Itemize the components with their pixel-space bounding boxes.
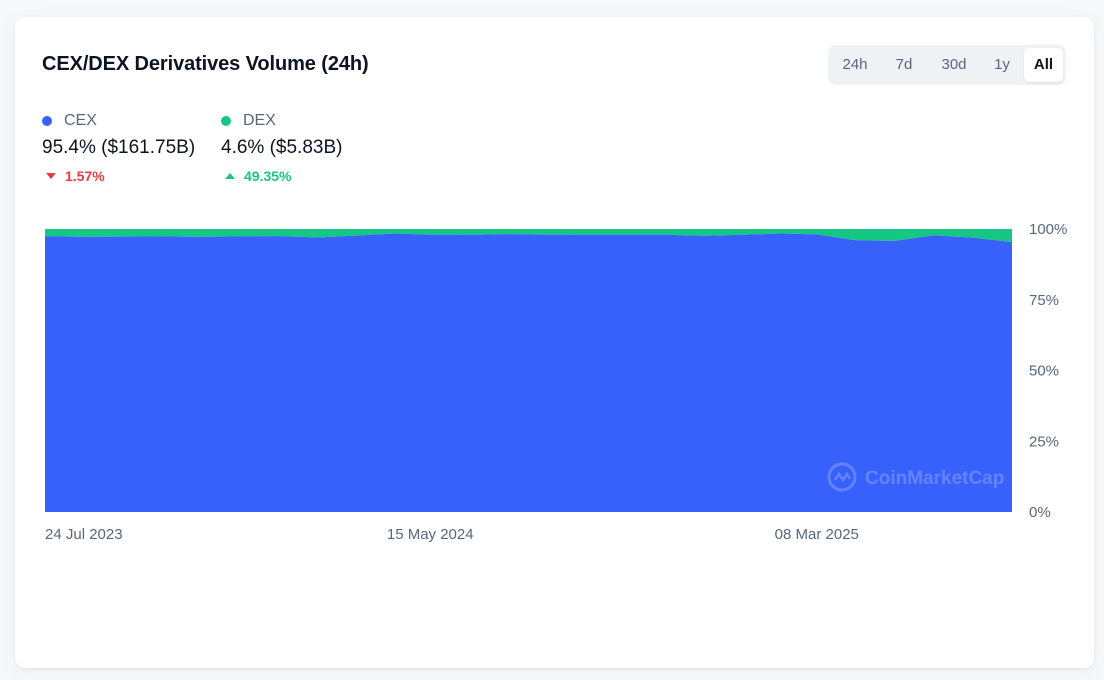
tab-24h[interactable]: 24h <box>842 56 868 73</box>
legend-cex[interactable]: CEX 95.4% ($161.75B) 1.57% <box>42 111 195 184</box>
watermark: CoinMarketCap <box>827 462 1004 492</box>
y-tick-label: 75% <box>1029 292 1059 309</box>
legend-dex-change-value: 49.35% <box>244 168 292 184</box>
watermark-text: CoinMarketCap <box>865 468 1004 489</box>
tab-7d[interactable]: 7d <box>895 56 913 73</box>
x-tick-label: 15 May 2024 <box>387 526 474 543</box>
caret-up-icon <box>225 173 235 179</box>
y-tick-label: 100% <box>1029 221 1067 238</box>
y-tick-label: 0% <box>1029 504 1051 521</box>
legend-cex-value: 95.4% ($161.75B) <box>42 137 196 158</box>
legend-cex-change: 1.57% <box>42 168 195 184</box>
legend-dex-name: DEX <box>243 112 276 129</box>
y-tick-label: 50% <box>1029 363 1059 380</box>
cex-dot-icon <box>42 116 52 126</box>
legend-dex[interactable]: DEX 4.6% ($5.83B) 49.35% <box>221 111 342 184</box>
x-tick-label: 24 Jul 2023 <box>45 526 123 543</box>
tab-1y[interactable]: 1y <box>994 56 1010 73</box>
tab-all[interactable]: All <box>1024 48 1063 82</box>
coinmarketcap-logo-icon <box>827 462 857 492</box>
chart-title: CEX/DEX Derivatives Volume (24h) <box>42 53 369 75</box>
timeframe-tabs: 24h 7d 30d 1y All <box>828 45 1066 85</box>
coinmarketcap-logo-mark <box>833 471 852 483</box>
legend-cex-name: CEX <box>64 112 97 129</box>
caret-down-icon <box>46 173 56 179</box>
series-area-cex <box>45 233 1012 512</box>
y-tick-label: 25% <box>1029 433 1059 450</box>
x-tick-label: 08 Mar 2025 <box>775 526 859 543</box>
legend-dex-change: 49.35% <box>221 168 342 184</box>
dex-dot-icon <box>221 116 231 126</box>
tab-30d[interactable]: 30d <box>941 56 967 73</box>
legend-dex-value: 4.6% ($5.83B) <box>221 137 343 158</box>
series-area-dex <box>45 229 1012 242</box>
legend-cex-change-value: 1.57% <box>65 168 105 184</box>
